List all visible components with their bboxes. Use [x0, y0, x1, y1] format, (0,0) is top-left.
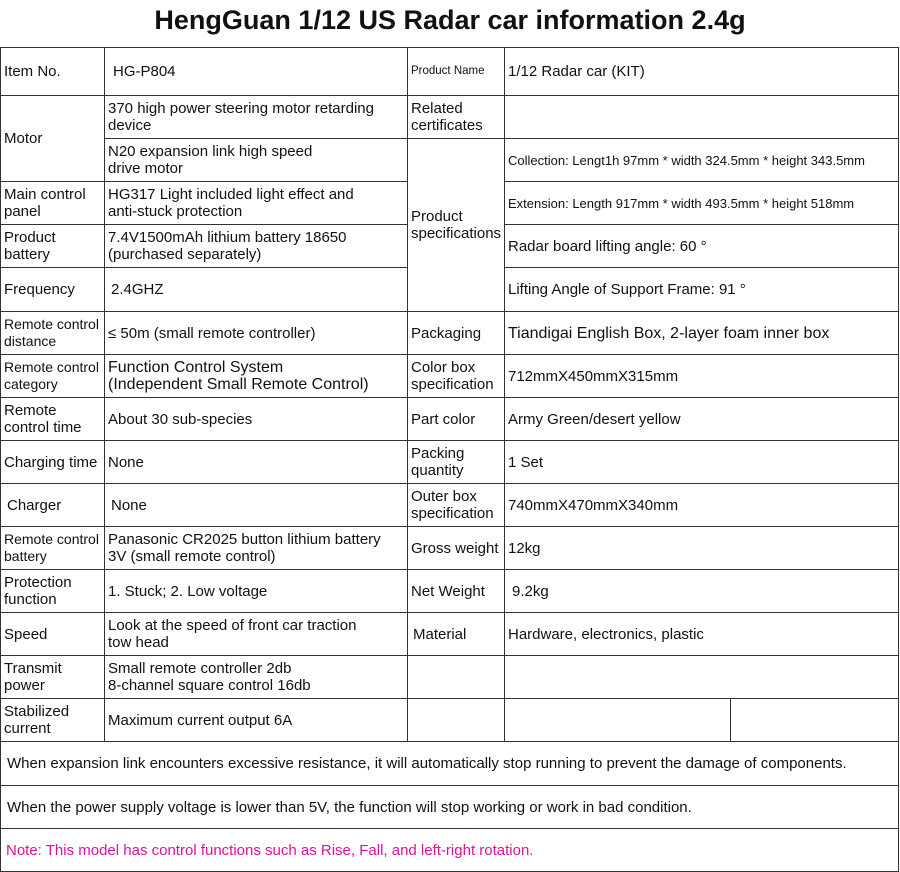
value-charger: None [104, 483, 407, 526]
label-material: Material [407, 612, 504, 655]
label-product-specifications: Product specifications [407, 138, 504, 311]
note-low-voltage: When the power supply voltage is lower t… [0, 785, 898, 828]
label-color-box: Color box specification [407, 354, 504, 397]
value-frequency: 2.4GHZ [104, 267, 407, 311]
label-packaging: Packaging [407, 311, 504, 354]
label-gross-weight: Gross weight [407, 526, 504, 569]
value-remote-distance: ≤ 50m (small remote controller) [104, 311, 407, 354]
label-outer-box: Outer box specification [407, 483, 504, 526]
note-control-functions: Note: This model has control functions s… [0, 828, 898, 871]
value-net-weight: 9.2kg [504, 569, 898, 612]
label-related-certificates: Related certificates [407, 95, 504, 138]
value-motor-2: N20 expansion link high speed drive moto… [104, 138, 407, 181]
value-spec-extension: Extension: Length 917mm * width 493.5mm … [504, 181, 898, 224]
label-transmit-power: Transmit power [0, 655, 104, 698]
label-packing-quantity: Packing quantity [407, 440, 504, 483]
value-spec-radar-angle: Radar board lifting angle: 60 ° [504, 224, 898, 267]
label-speed: Speed [0, 612, 104, 655]
value-charging-time: None [104, 440, 407, 483]
value-remote-category: Function Control System (Independent Sma… [104, 354, 407, 397]
value-material: Hardware, electronics, plastic [504, 612, 898, 655]
value-packing-quantity: 1 Set [504, 440, 898, 483]
value-motor-1: 370 high power steering motor retarding … [104, 95, 407, 138]
value-remote-time: About 30 sub-species [104, 397, 407, 440]
label-frequency: Frequency [0, 267, 104, 311]
label-product-name: Product Name [407, 47, 504, 95]
spec-table: Item No. HG-P804 Product Name 1/12 Radar… [0, 47, 899, 872]
value-color-box: 712mmX450mmX315mm [504, 354, 898, 397]
label-remote-category: Remote control category [0, 354, 104, 397]
label-remote-distance: Remote control distance [0, 311, 104, 354]
value-spec-support-angle: Lifting Angle of Support Frame: 91 ° [504, 267, 898, 311]
label-charging-time: Charging time [0, 440, 104, 483]
label-item-no: Item No. [0, 47, 104, 95]
value-item-no: HG-P804 [104, 47, 407, 95]
label-motor: Motor [0, 95, 104, 181]
label-charger: Charger [0, 483, 104, 526]
value-spec-collection: Collection: Lengt1h 97mm * width 324.5mm… [504, 138, 898, 181]
value-speed: Look at the speed of front car traction … [104, 612, 407, 655]
value-product-name: 1/12 Radar car (KIT) [504, 47, 898, 95]
value-packaging: Tiandigai English Box, 2-layer foam inne… [504, 311, 898, 354]
value-related-certificates [504, 95, 898, 138]
note-expansion-link: When expansion link encounters excessive… [0, 741, 898, 785]
empty-cell [504, 655, 898, 698]
value-stabilized-current: Maximum current output 6A [104, 698, 407, 741]
value-product-battery: 7.4V1500mAh lithium battery 18650 (purch… [104, 224, 407, 267]
value-protection: 1. Stuck; 2. Low voltage [104, 569, 407, 612]
label-remote-battery: Remote control battery [0, 526, 104, 569]
label-protection: Protection function [0, 569, 104, 612]
empty-cell [504, 698, 730, 741]
value-remote-battery: Panasonic CR2025 button lithium battery … [104, 526, 407, 569]
value-transmit-power: Small remote controller 2db 8-channel sq… [104, 655, 407, 698]
page-title: HengGuan 1/12 US Radar car information 2… [154, 5, 746, 35]
empty-cell [407, 655, 504, 698]
label-remote-time: Remote control time [0, 397, 104, 440]
value-outer-box: 740mmX470mmX340mm [504, 483, 898, 526]
value-main-control-panel: HG317 Light included light effect and an… [104, 181, 407, 224]
value-gross-weight: 12kg [504, 526, 898, 569]
empty-cell [407, 698, 504, 741]
label-part-color: Part color [407, 397, 504, 440]
label-main-control-panel: Main control panel [0, 181, 104, 224]
label-net-weight: Net Weight [407, 569, 504, 612]
label-stabilized-current: Stabilized current [0, 698, 104, 741]
label-product-battery: Product battery [0, 224, 104, 267]
empty-cell [730, 698, 898, 741]
value-part-color: Army Green/desert yellow [504, 397, 898, 440]
